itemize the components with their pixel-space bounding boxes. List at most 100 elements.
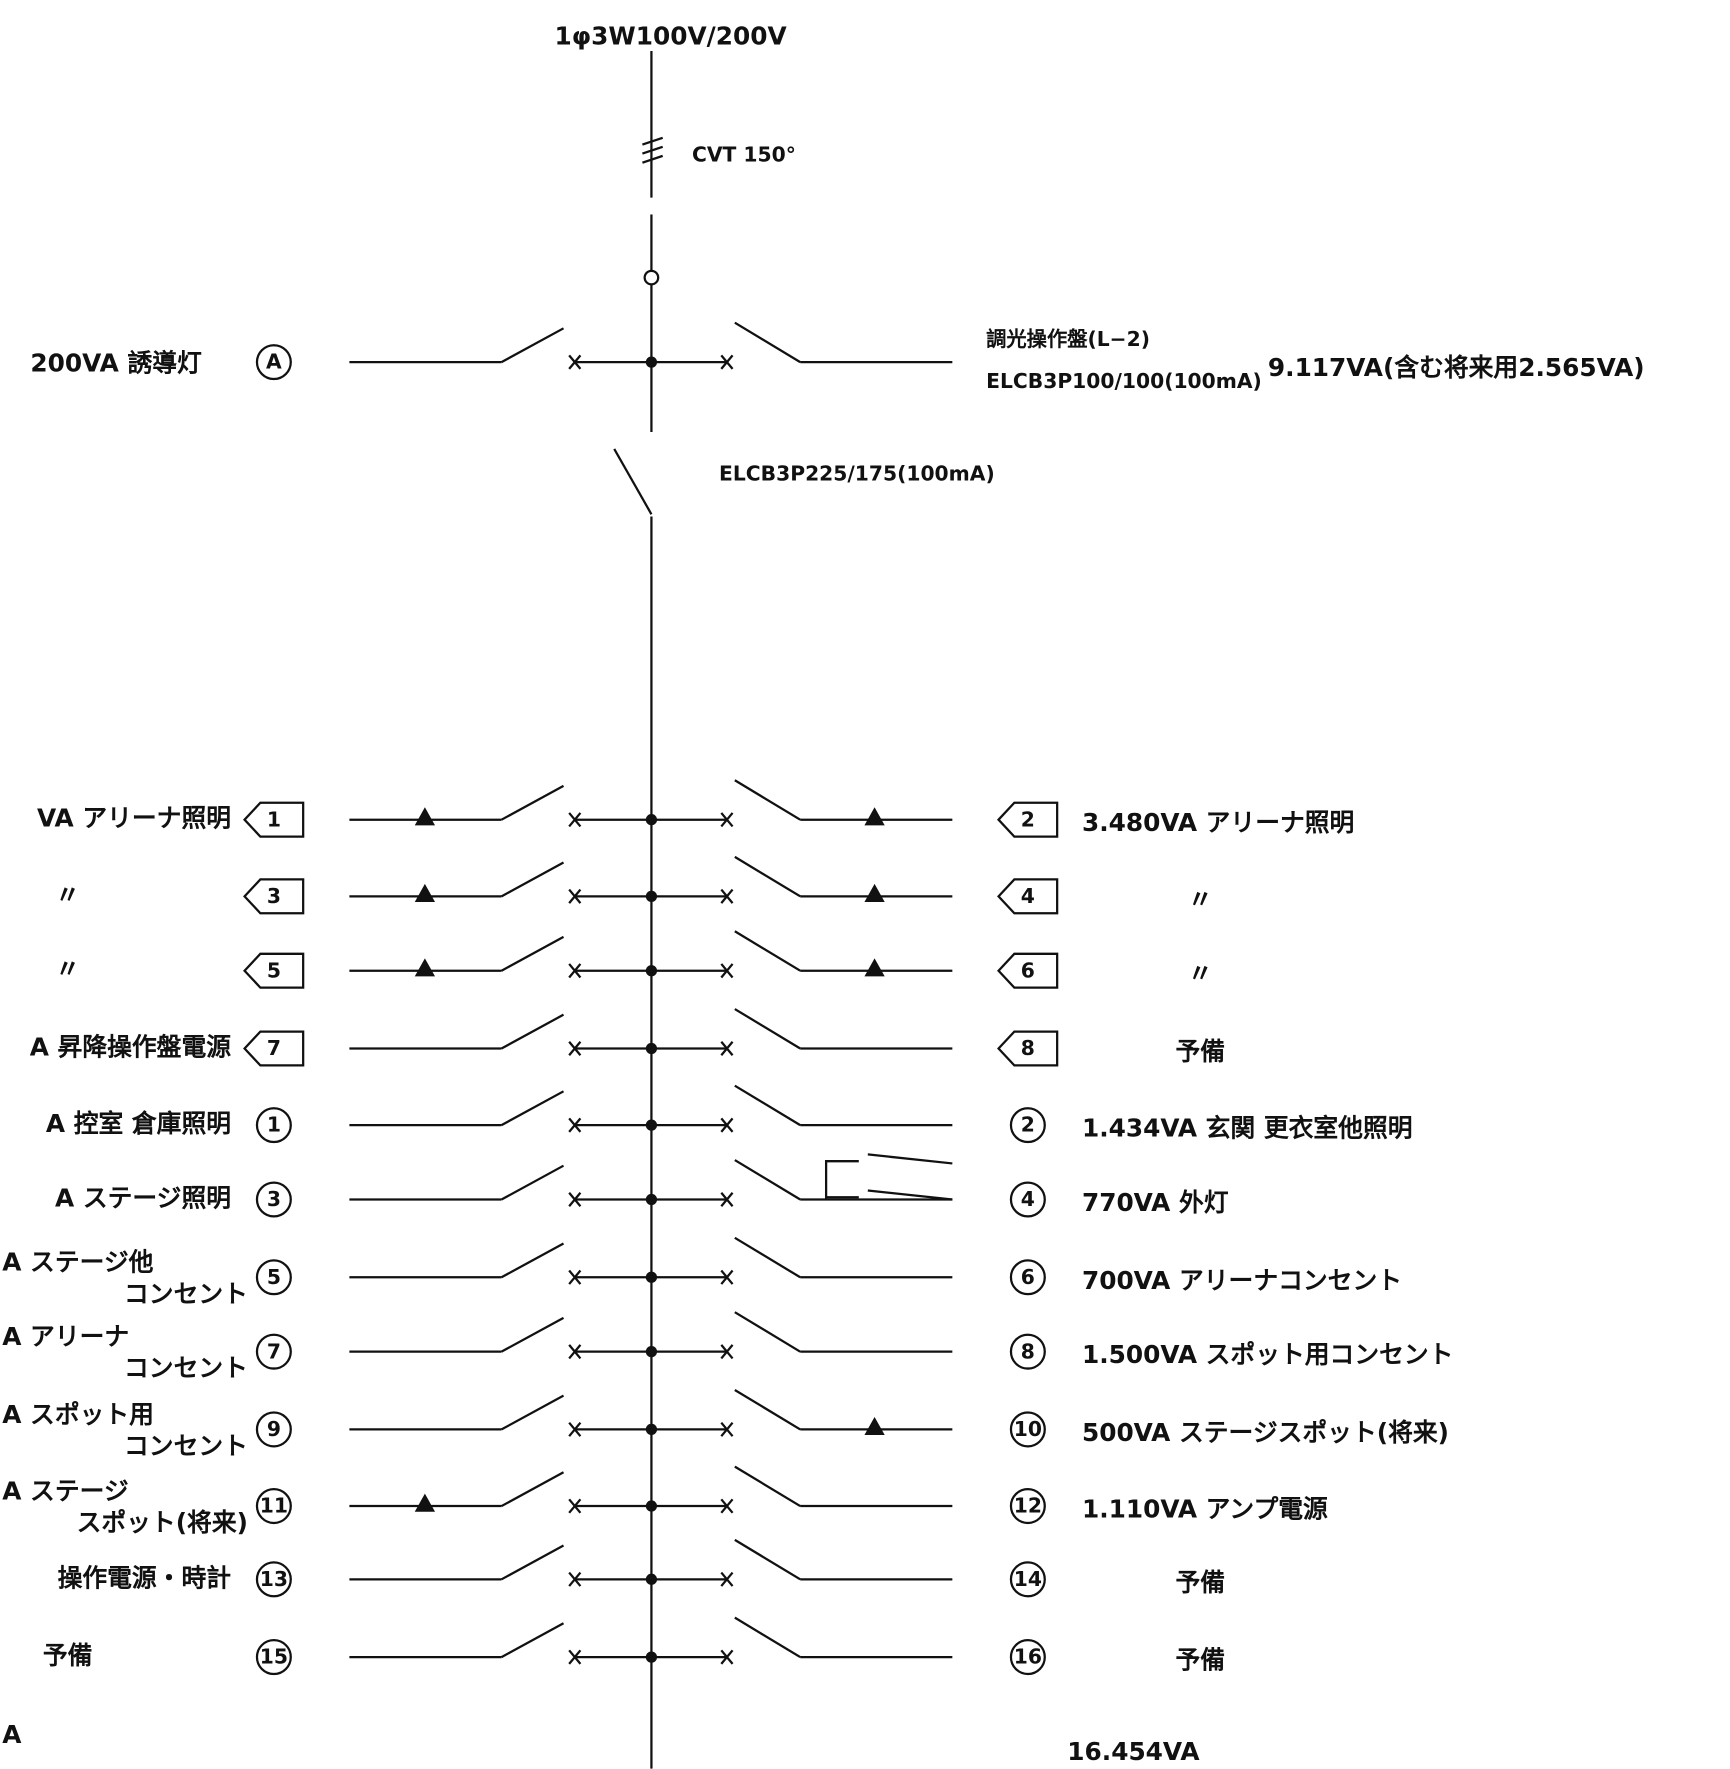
load-triangle: [414, 1493, 436, 1512]
x-mark: [720, 1571, 734, 1587]
switch: [500, 935, 565, 972]
marker-number: 1: [267, 807, 281, 831]
marker-number: 7: [267, 1036, 281, 1060]
left-label: A スポット用: [2, 1400, 154, 1429]
right-label: 〃: [1188, 959, 1213, 988]
left-label: A ステージ照明: [55, 1184, 231, 1213]
switch: [500, 1544, 565, 1581]
marker-number: 10: [1014, 1417, 1042, 1441]
marker-number: 9: [267, 1417, 281, 1441]
switch: [734, 1311, 801, 1353]
load-triangle: [864, 1417, 885, 1436]
marker-number: 4: [1021, 884, 1035, 908]
x-mark: [720, 812, 734, 828]
circle-marker: [1009, 1411, 1046, 1448]
right-label: 700VA アリーナコンセント: [1082, 1266, 1402, 1295]
diamond-marker: [243, 952, 305, 989]
left-label: 操作電源・時計: [58, 1563, 232, 1592]
bus-dot: [645, 1271, 658, 1283]
switch: [734, 1008, 801, 1050]
switch: [734, 930, 801, 972]
marker-number: 6: [1021, 1265, 1035, 1289]
right-label: 1.110VA アンプ電源: [1082, 1495, 1328, 1524]
switch: [500, 784, 565, 821]
circle-marker: [255, 1411, 292, 1448]
right-label: 〃: [1188, 885, 1213, 914]
x-mark: [720, 1649, 734, 1665]
marker-number: 4: [1021, 1187, 1035, 1211]
right-label: 3.480VA アリーナ照明: [1082, 808, 1354, 837]
switch: [734, 1084, 801, 1127]
marker-number: 12: [1014, 1494, 1042, 1518]
left-label: コンセント: [124, 1279, 248, 1308]
x-mark: [720, 1192, 734, 1207]
circle-marker: [255, 1333, 292, 1370]
circle-marker: [255, 1107, 292, 1144]
marker-number: 15: [260, 1645, 288, 1669]
diamond-marker: [243, 1030, 305, 1067]
right-label: 770VA 外灯: [1082, 1188, 1229, 1217]
switch: [500, 1394, 565, 1431]
switch: [734, 1538, 801, 1581]
supply-label: 1φ3W100V/200V: [555, 22, 788, 51]
bus-dot: [645, 1193, 658, 1206]
switch: [734, 855, 801, 898]
left-label: 〃: [55, 955, 80, 984]
marker-number: 1: [267, 1113, 281, 1137]
switch: [500, 861, 565, 898]
circle-marker: [255, 344, 292, 381]
bus-dot: [645, 1573, 658, 1585]
left-label: 〃: [55, 880, 80, 909]
diamond-marker: [243, 878, 305, 915]
switch: [500, 1316, 565, 1353]
circle-marker: [255, 1259, 292, 1296]
footer-left: A: [2, 1720, 22, 1749]
switch: [500, 1164, 565, 1201]
marker-number: 7: [267, 1339, 281, 1363]
switch: [734, 1616, 801, 1659]
main-bus: [613, 51, 664, 1769]
diamond-marker: [997, 952, 1059, 989]
bus-dot: [645, 1042, 658, 1055]
bus-dot: [645, 1423, 658, 1436]
top-left-label: 200VA 誘導灯: [30, 348, 202, 377]
switch: [734, 1389, 801, 1431]
load-triangle: [864, 883, 885, 902]
bus-dot: [645, 1500, 658, 1512]
circle-marker: [255, 1488, 292, 1525]
right-label: 500VA ステージスポット(将来): [1082, 1418, 1449, 1447]
x-mark: [720, 1344, 734, 1360]
top-right-label: 調光操作盤(L−2): [986, 327, 1150, 351]
marker-number: 11: [260, 1494, 288, 1518]
switch: [500, 327, 565, 364]
circle-marker: [1009, 1639, 1046, 1676]
marker-number: 8: [1021, 1036, 1035, 1060]
circle-marker: [255, 1181, 292, 1218]
marker-number: 5: [267, 958, 281, 982]
cable-label: CVT 150°: [692, 142, 796, 166]
load-triangle: [864, 958, 885, 977]
load-triangle: [414, 883, 436, 902]
footer-total: 16.454VA: [1067, 1737, 1200, 1766]
left-label: A ステージ他: [2, 1248, 153, 1277]
x-mark: [720, 354, 734, 370]
right-label: 1.500VA スポット用コンセント: [1082, 1340, 1454, 1369]
right-label: 予備: [1176, 1037, 1226, 1066]
switch: [500, 1471, 565, 1508]
right-label: 予備: [1176, 1568, 1226, 1597]
marker-number: 16: [1014, 1645, 1042, 1669]
left-label: A 控室 倉庫照明: [46, 1109, 231, 1138]
circle-marker: [1009, 1107, 1046, 1144]
circle-marker: [1009, 1561, 1046, 1598]
switch: [500, 1013, 565, 1050]
bus-dot: [645, 1119, 658, 1131]
marker-number: 5: [267, 1265, 281, 1289]
x-mark: [720, 1421, 734, 1437]
load-triangle: [414, 958, 436, 977]
circle-marker: [1009, 1333, 1046, 1370]
main-breaker-label: ELCB3P225/175(100mA): [719, 461, 995, 485]
left-label: スポット(将来): [77, 1508, 248, 1537]
switch: [500, 1622, 565, 1659]
bus-dot: [645, 814, 658, 826]
marker-number: 3: [267, 884, 281, 908]
